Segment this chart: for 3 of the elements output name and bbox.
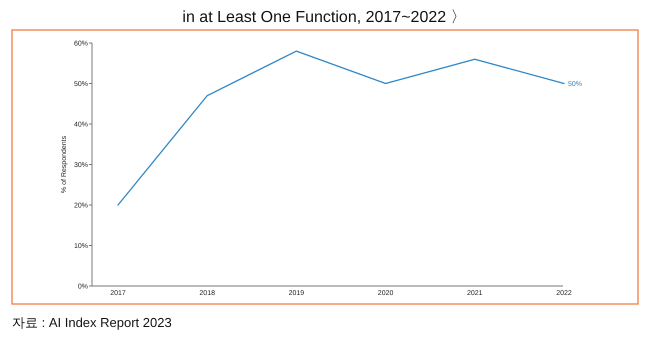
title: in at Least One Function, 2017~2022 〉	[182, 9, 467, 26]
text: 자료 : AI Index Report 2023	[12, 315, 172, 330]
line-series	[117, 50, 565, 206]
